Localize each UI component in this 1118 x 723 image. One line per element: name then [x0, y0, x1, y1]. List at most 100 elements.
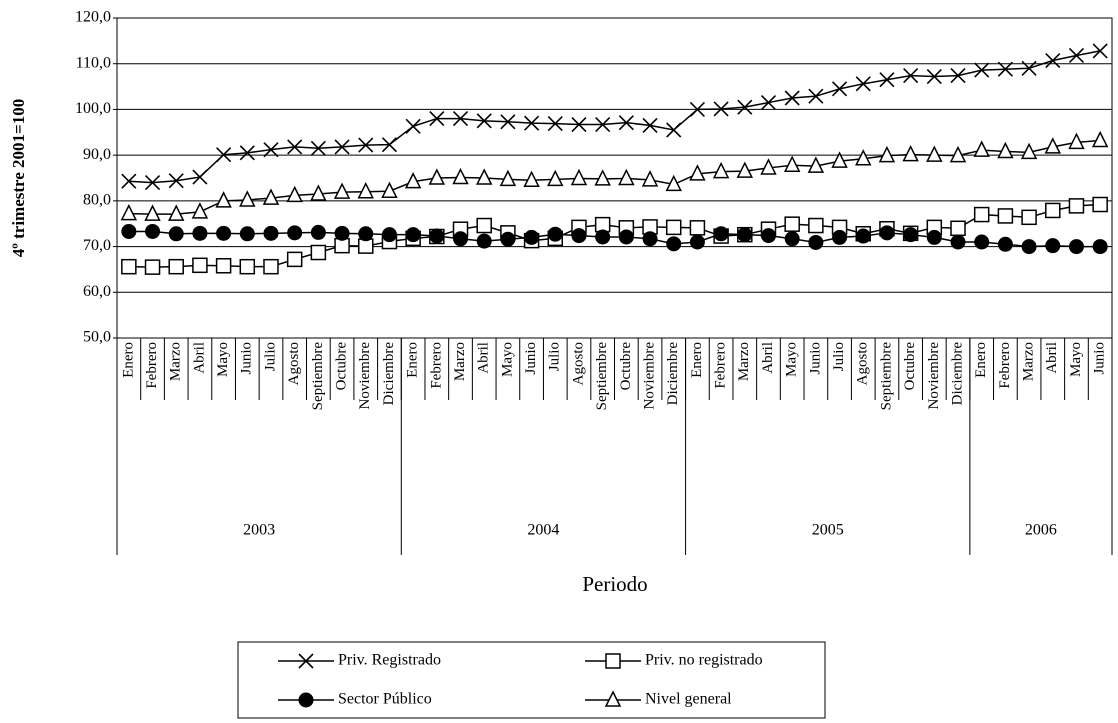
marker	[216, 225, 232, 241]
marker	[404, 171, 422, 189]
marker	[784, 90, 800, 106]
x-tick-label: Enero	[973, 342, 989, 378]
x-tick-label: Agosto	[570, 342, 586, 385]
x-tick-label: Abril	[191, 342, 207, 374]
marker	[974, 234, 990, 250]
x-tick-label: Septiembre	[310, 342, 326, 411]
x-tick-label: Mayo	[215, 342, 231, 377]
marker	[120, 203, 138, 221]
x-tick-label: Junio	[1092, 342, 1108, 375]
marker	[239, 226, 255, 242]
marker	[428, 168, 446, 185]
marker	[689, 220, 706, 236]
marker	[1045, 238, 1061, 254]
marker	[571, 228, 587, 244]
marker	[1045, 202, 1061, 219]
marker	[926, 68, 942, 85]
marker	[429, 111, 445, 127]
marker	[950, 220, 966, 237]
marker	[808, 217, 824, 234]
marker	[358, 137, 374, 153]
marker	[121, 258, 137, 275]
marker	[215, 258, 232, 274]
marker	[168, 226, 184, 242]
marker	[713, 101, 729, 117]
marker	[808, 234, 824, 250]
marker	[357, 182, 374, 199]
x-tick-label: Mayo	[784, 342, 800, 377]
x-tick-label: Marzo	[736, 342, 752, 381]
marker	[476, 113, 492, 129]
marker	[453, 231, 469, 247]
legend-marker	[298, 653, 314, 669]
marker	[191, 202, 209, 219]
marker	[144, 259, 161, 275]
marker	[524, 229, 540, 245]
marker	[1068, 239, 1084, 255]
marker	[926, 229, 942, 245]
marker	[784, 216, 800, 232]
marker	[1091, 130, 1109, 148]
marker	[950, 68, 966, 84]
group-label: 2005	[812, 522, 844, 539]
marker	[310, 140, 326, 156]
marker	[1044, 137, 1061, 154]
y-tick-label: 110,0	[76, 54, 111, 71]
marker	[263, 142, 279, 158]
marker	[665, 219, 682, 236]
y-tick-label: 60,0	[83, 283, 111, 300]
x-tick-label: Noviembre	[926, 342, 942, 410]
marker	[689, 234, 705, 250]
marker	[310, 224, 326, 240]
legend-label: Nivel general	[645, 691, 732, 708]
marker	[216, 147, 232, 163]
x-tick-label: Febrero	[428, 342, 444, 389]
y-tick-label: 80,0	[83, 192, 111, 209]
marker	[500, 114, 516, 130]
marker	[381, 227, 397, 243]
marker	[974, 62, 990, 78]
y-axis-title: 4º trimestre 2001=100	[9, 99, 28, 258]
marker	[144, 175, 161, 191]
marker	[926, 145, 943, 162]
x-tick-label: Agosto	[855, 342, 871, 385]
marker	[192, 225, 208, 241]
marker	[287, 139, 303, 155]
marker	[879, 225, 895, 241]
marker	[286, 185, 303, 203]
marker	[950, 234, 966, 250]
marker	[287, 225, 303, 241]
marker	[452, 167, 469, 185]
marker	[262, 188, 280, 205]
x-tick-label: Julio	[262, 342, 278, 371]
marker	[713, 226, 729, 242]
marker	[1068, 47, 1085, 64]
x-tick-label: Febrero	[713, 342, 729, 389]
x-tick-label: Julio	[547, 342, 563, 371]
marker	[1045, 52, 1061, 69]
marker	[263, 258, 279, 275]
marker	[215, 191, 232, 208]
marker	[523, 170, 540, 188]
x-axis-title: Periodo	[582, 572, 647, 596]
marker	[760, 158, 777, 175]
x-tick-label: Abril	[1044, 342, 1060, 374]
marker	[334, 225, 350, 241]
marker	[1092, 196, 1108, 213]
marker	[547, 226, 563, 242]
x-tick-label: Abril	[760, 342, 776, 374]
y-tick-label: 120,0	[75, 9, 111, 26]
marker	[712, 161, 730, 179]
marker	[547, 169, 564, 187]
marker	[381, 137, 398, 153]
marker	[665, 174, 682, 192]
marker	[666, 236, 682, 252]
marker	[902, 145, 919, 162]
marker	[1021, 209, 1037, 226]
marker	[310, 244, 327, 261]
marker	[878, 145, 896, 163]
marker	[1021, 60, 1037, 76]
legend-marker	[605, 653, 621, 669]
marker	[500, 231, 516, 247]
